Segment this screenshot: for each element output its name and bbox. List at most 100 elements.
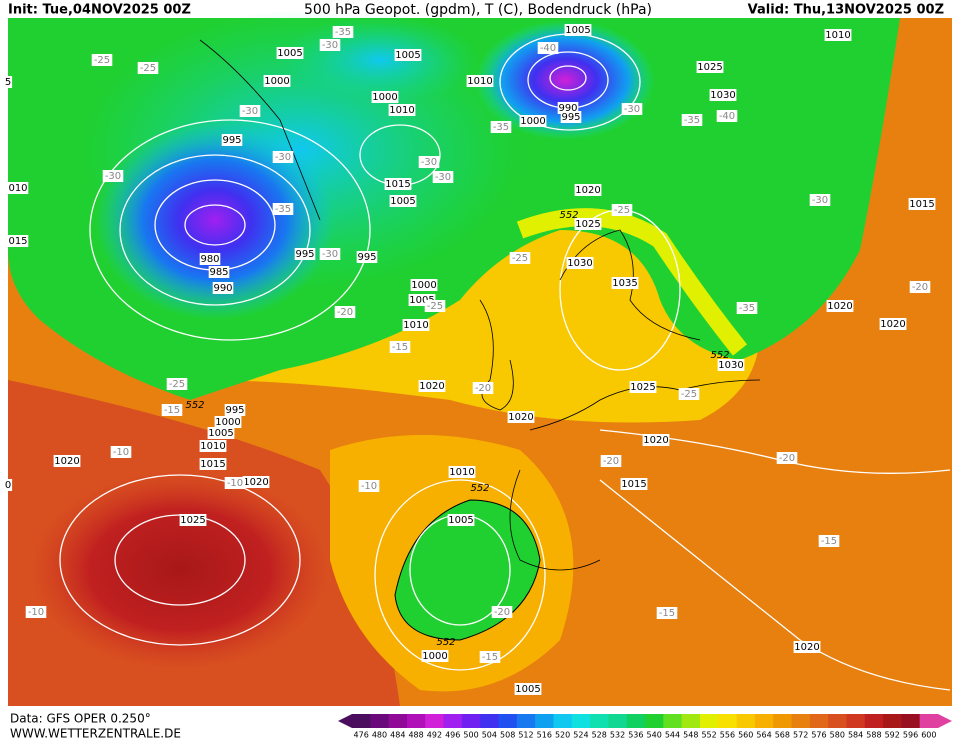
label-box <box>214 416 242 428</box>
label-box <box>334 306 356 318</box>
label-box <box>519 115 547 127</box>
temperature-labels: -25 <box>137 62 159 74</box>
temperature-labels: -30 <box>418 156 440 168</box>
label-box <box>102 170 124 182</box>
pressure-labels: 980 <box>199 253 221 265</box>
colorbar-label: 492 <box>427 731 442 740</box>
label-box <box>221 134 243 146</box>
colorbar-label: 600 <box>921 731 936 740</box>
label-box <box>681 114 703 126</box>
label-box <box>574 184 602 196</box>
label-box <box>25 606 47 618</box>
map-title: 500 hPa Geopot. (gpdm), T (C), Bodendruc… <box>304 2 652 18</box>
colorbar-label: 548 <box>683 731 698 740</box>
temperature-labels: -10 <box>110 446 132 458</box>
pressure-label: 1020 <box>575 185 600 196</box>
temperature-labels: -35 <box>681 114 703 126</box>
temperature-labels: -30 <box>102 170 124 182</box>
temperature-label: -10 <box>113 447 129 458</box>
colorbar-swatch <box>681 714 701 728</box>
colorbar-arrow-left <box>338 714 352 728</box>
pressure-label: 1025 <box>630 382 655 393</box>
label-box <box>319 248 341 260</box>
label-box <box>824 29 852 41</box>
temperature-label: -25 <box>512 253 528 264</box>
pressure-label: 1015 <box>621 479 646 490</box>
temperature-labels: -30 <box>272 151 294 163</box>
colorbar-swatch <box>535 714 554 728</box>
pressure-label: 1010 <box>449 467 474 478</box>
geopotential-label: 552 <box>470 483 489 494</box>
label-box <box>199 253 221 265</box>
colorbar-swatch <box>754 714 774 728</box>
colorbar-swatch <box>791 714 811 728</box>
colorbar-swatch <box>883 714 902 728</box>
warm-core <box>30 470 330 670</box>
colorbar-label: 588 <box>866 731 881 740</box>
pressure-labels: 1010 <box>448 466 476 478</box>
pressure-label: 980 <box>200 254 219 265</box>
colorbar-label: 544 <box>665 731 680 740</box>
label-box <box>611 204 633 216</box>
pressure-label: 995 <box>561 112 580 123</box>
pressure-label: 1025 <box>180 515 205 526</box>
colorbar-swatch <box>846 714 866 728</box>
label-box <box>179 514 207 526</box>
pressure-labels: 1010 <box>388 104 416 116</box>
temperature-labels: -20 <box>600 455 622 467</box>
temperature-labels: -10 <box>25 606 47 618</box>
colorbar-label: 480 <box>372 731 387 740</box>
temperature-label: -10 <box>28 607 44 618</box>
temperature-label: -30 <box>421 157 437 168</box>
low-north <box>475 20 655 140</box>
pressure-labels: 1020 <box>574 184 602 196</box>
label-box <box>621 103 643 115</box>
colorbar-label: 564 <box>756 731 771 740</box>
pressure-label: 1000 <box>520 116 545 127</box>
temperature-labels: -25 <box>678 388 700 400</box>
label-box <box>199 440 227 452</box>
temperature-labels: -10 <box>358 480 380 492</box>
label-box <box>110 446 132 458</box>
pressure-label: 1030 <box>718 360 743 371</box>
colorbar-label: 532 <box>610 731 625 740</box>
colorbar-swatch <box>699 714 719 728</box>
colorbar-label: 572 <box>793 731 808 740</box>
pressure-labels: 015 <box>7 235 29 247</box>
temperature-labels: -25 <box>509 252 531 264</box>
colorbar-label: 584 <box>848 731 863 740</box>
pressure-label: 1005 <box>390 196 415 207</box>
pressure-labels: 1020 <box>879 318 907 330</box>
cold-north <box>280 15 480 105</box>
label-box <box>7 235 29 247</box>
geopotential-label: 552 <box>710 350 729 361</box>
pressure-label: 1020 <box>508 412 533 423</box>
pressure-labels: 1020 <box>418 380 446 392</box>
label-box <box>620 478 648 490</box>
temperature-labels: -20 <box>334 306 356 318</box>
label-box <box>696 61 724 73</box>
temperature-label: -25 <box>681 389 697 400</box>
pressure-labels: 1000 <box>410 279 438 291</box>
pressure-label: 1010 <box>389 105 414 116</box>
colorbar-label: 540 <box>647 731 662 740</box>
pressure-label: 1000 <box>422 651 447 662</box>
pressure-labels: 1020 <box>507 411 535 423</box>
label-box <box>574 218 602 230</box>
temperature-label: -30 <box>105 171 121 182</box>
pressure-label: 1020 <box>827 301 852 312</box>
geopotential-labels: 552 <box>185 400 204 411</box>
colorbar-swatch <box>480 714 499 728</box>
colorbar-swatch <box>864 714 884 728</box>
label-box <box>537 42 559 54</box>
pressure-label: 1000 <box>411 280 436 291</box>
pressure-labels: 1010 <box>199 440 227 452</box>
label-box <box>3 76 13 88</box>
pressure-label: 1010 <box>467 76 492 87</box>
colorbar-swatch <box>406 714 426 728</box>
temperature-label: -30 <box>322 249 338 260</box>
label-box <box>384 178 412 190</box>
label-box <box>447 514 475 526</box>
colorbar-label: 476 <box>354 731 369 740</box>
temperature-label: -30 <box>275 152 291 163</box>
